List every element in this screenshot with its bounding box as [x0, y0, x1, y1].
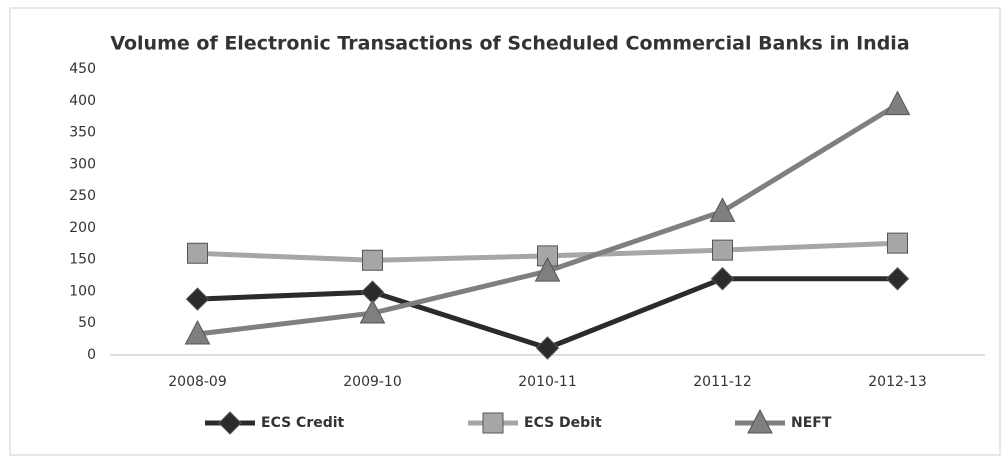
data-point	[885, 267, 910, 291]
data-point	[184, 319, 211, 345]
data-point	[535, 336, 560, 360]
legend-marker	[482, 412, 504, 434]
x-tick-label: 2011-12	[693, 374, 752, 390]
y-tick-label: 300	[69, 156, 96, 172]
data-point	[709, 197, 736, 222]
legend-marker	[218, 411, 242, 435]
y-tick-label: 400	[69, 93, 96, 109]
data-point	[537, 245, 558, 267]
data-point	[187, 242, 208, 264]
data-point	[712, 239, 733, 261]
data-point	[359, 298, 386, 324]
legend-label: ECS Debit	[524, 415, 602, 431]
legend-marker	[747, 408, 773, 434]
y-tick-label: 200	[69, 220, 96, 236]
data-point	[362, 249, 383, 271]
y-tick-label: 350	[69, 125, 96, 141]
x-tick-label: 2012-13	[868, 374, 927, 390]
data-point	[887, 232, 908, 254]
x-tick-label: 2010-11	[518, 374, 577, 390]
series-line	[197, 102, 899, 337]
x-tick-label: 2009-10	[343, 374, 402, 390]
y-tick-label: 450	[69, 61, 96, 77]
chart-frame	[9, 7, 1001, 456]
chart-title: Volume of Electronic Transactions of Sch…	[110, 33, 909, 55]
legend-label: ECS Credit	[261, 415, 345, 431]
data-point	[710, 267, 735, 291]
data-point	[884, 90, 911, 116]
y-tick-label: 50	[78, 315, 96, 331]
y-tick-label: 100	[69, 283, 96, 299]
x-tick-label: 2008-09	[168, 374, 227, 390]
y-tick-label: 150	[69, 252, 96, 268]
y-tick-label: 250	[69, 188, 96, 204]
data-point	[185, 287, 210, 311]
legend-label: NEFT	[791, 415, 832, 431]
data-point	[534, 257, 561, 282]
y-tick-label: 0	[87, 347, 96, 363]
